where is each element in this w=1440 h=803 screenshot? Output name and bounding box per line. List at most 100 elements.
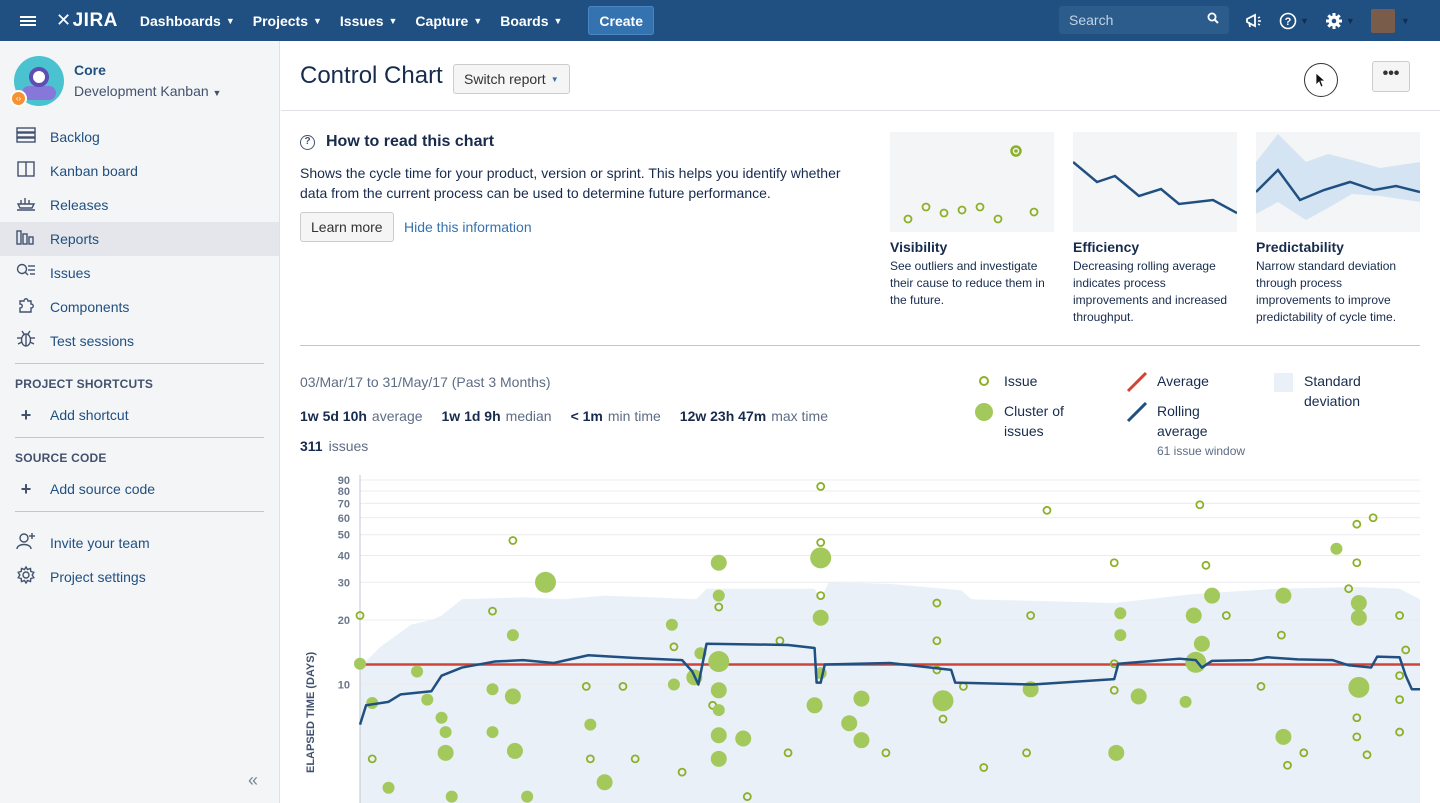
issue-point bbox=[1368, 513, 1378, 523]
sidebar-item-reports[interactable]: Reports bbox=[0, 222, 279, 256]
nav-capture[interactable]: Capture ▼ bbox=[415, 12, 483, 29]
board-icon bbox=[15, 161, 37, 181]
nav-boards[interactable]: Boards ▼ bbox=[500, 12, 563, 29]
cluster-point bbox=[1193, 635, 1210, 652]
cluster-point bbox=[806, 697, 823, 714]
issue-point bbox=[355, 611, 365, 620]
issue-point bbox=[938, 714, 948, 724]
sidebar-item-issues[interactable]: Issues bbox=[0, 256, 279, 290]
cluster-point bbox=[1204, 587, 1221, 604]
sidebar-item-components[interactable]: Components bbox=[0, 290, 279, 324]
cluster-point bbox=[812, 609, 829, 626]
plus-icon: + bbox=[20, 404, 32, 425]
stat-median: 1w 1d 9h median bbox=[441, 408, 552, 424]
cluster-point bbox=[712, 704, 725, 717]
main-content: Control Chart Switch report ▼ ••• ? How to… bbox=[281, 41, 1440, 803]
sidebar-item-test-sessions[interactable]: Test sessions bbox=[0, 324, 279, 358]
plus-icon: + bbox=[20, 478, 32, 499]
cluster-point bbox=[1185, 607, 1202, 624]
cluster-point bbox=[506, 742, 523, 759]
user-profile-menu[interactable]: ▼ bbox=[1370, 8, 1410, 33]
nav-dashboards[interactable]: Dashboards ▼ bbox=[139, 12, 235, 29]
sidebar-item-backlog[interactable]: Backlog bbox=[0, 120, 279, 154]
help-circle-icon: ? bbox=[300, 134, 315, 150]
project-name-link[interactable]: Core bbox=[74, 62, 106, 78]
cluster-point bbox=[1114, 607, 1127, 620]
cluster-point bbox=[354, 657, 366, 670]
switch-report-button[interactable]: Switch report ▼ bbox=[453, 64, 570, 94]
sidebar-item-releases[interactable]: Releases bbox=[0, 188, 279, 222]
issue-point bbox=[367, 754, 377, 764]
y-tick-label: 30 bbox=[338, 577, 350, 589]
issue-point bbox=[488, 606, 497, 616]
hide-information-link[interactable]: Hide this information bbox=[404, 219, 532, 235]
reports-icon bbox=[15, 229, 37, 249]
chevron-down-icon: ▼ bbox=[473, 15, 483, 26]
cluster-point bbox=[1179, 695, 1192, 708]
cluster-point bbox=[810, 547, 832, 569]
issue-point bbox=[1352, 558, 1362, 568]
cluster-point bbox=[853, 732, 870, 749]
predictability-illustration bbox=[1256, 132, 1420, 232]
app-switcher-menu-icon[interactable] bbox=[0, 0, 56, 41]
collapse-sidebar-icon[interactable]: « bbox=[248, 770, 259, 790]
cluster-point bbox=[853, 690, 870, 707]
rolling-average-line bbox=[358, 642, 1420, 725]
add-source-code-link[interactable]: + Add source code bbox=[0, 472, 279, 506]
y-tick-label: 20 bbox=[338, 615, 350, 627]
project-settings-link[interactable]: Project settings bbox=[0, 560, 279, 594]
help-icon[interactable]: ? ▼ bbox=[1279, 12, 1309, 30]
project-avatar[interactable]: ‹› bbox=[10, 56, 64, 107]
issue-point bbox=[932, 636, 942, 646]
cluster-point bbox=[710, 682, 727, 699]
backlog-icon bbox=[15, 127, 37, 147]
learn-more-button[interactable]: Learn more bbox=[300, 212, 394, 242]
jira-logo[interactable]: ✕ JIRA bbox=[56, 9, 118, 31]
issue-point bbox=[1026, 611, 1036, 620]
create-button[interactable]: Create bbox=[588, 6, 654, 35]
y-tick-label: 70 bbox=[338, 498, 350, 510]
sidebar-divider bbox=[15, 363, 264, 364]
source-code-heading: SOURCE CODE bbox=[15, 451, 107, 465]
issue-point bbox=[1352, 732, 1362, 742]
chevron-down-icon: ▼ bbox=[1400, 15, 1410, 26]
board-selector[interactable]: Development Kanban ▼ bbox=[74, 83, 222, 99]
issue-point bbox=[1352, 519, 1362, 529]
more-actions-button[interactable]: ••• bbox=[1372, 61, 1410, 92]
add-shortcut-link[interactable]: + Add shortcut bbox=[0, 398, 279, 432]
issue-point bbox=[1395, 611, 1405, 620]
cluster-point bbox=[1350, 609, 1367, 626]
issues-count: 311 issues bbox=[300, 438, 369, 454]
sidebar-item-kanban-board[interactable]: Kanban board bbox=[0, 154, 279, 188]
cluster-point bbox=[486, 683, 499, 696]
issue-point bbox=[979, 763, 989, 772]
bug-icon bbox=[15, 330, 37, 352]
project-header: ‹› Core Development Kanban ▼ bbox=[10, 56, 222, 107]
issue-point bbox=[677, 767, 687, 777]
issue-point bbox=[816, 482, 826, 491]
feedback-megaphone-icon[interactable] bbox=[1245, 13, 1263, 29]
cluster-point bbox=[708, 651, 730, 673]
cluster-point bbox=[710, 727, 727, 744]
stat-average: 1w 5d 10h average bbox=[300, 408, 423, 424]
cluster-point bbox=[712, 589, 725, 602]
stat-max: 12w 23h 47m max time bbox=[679, 408, 828, 424]
legend-cluster: Cluster of issues bbox=[974, 401, 1084, 441]
summary-stats: 1w 5d 10h average 1w 1d 9h median < 1m min … bbox=[300, 408, 847, 424]
issue-point bbox=[783, 748, 793, 758]
cluster-point bbox=[439, 726, 452, 739]
how-to-read-text: Shows the cycle time for your product, v… bbox=[300, 165, 841, 201]
topbar-right-icons: ? ▼ ▼ ▼ bbox=[1245, 0, 1426, 41]
search-input[interactable]: Search bbox=[1059, 6, 1229, 34]
cluster-point bbox=[411, 665, 424, 678]
visibility-description: See outliers and investigate their cause… bbox=[890, 259, 1045, 307]
settings-gear-icon[interactable]: ▼ bbox=[1325, 12, 1355, 30]
project-shortcuts-heading: PROJECT SHORTCUTS bbox=[15, 377, 154, 391]
legend-issue: Issue bbox=[978, 371, 1037, 391]
gear-icon bbox=[15, 565, 37, 588]
invite-team-link[interactable]: Invite your team bbox=[0, 526, 279, 560]
cluster-point bbox=[735, 730, 752, 747]
nav-projects[interactable]: Projects ▼ bbox=[252, 12, 322, 29]
nav-issues[interactable]: Issues ▼ bbox=[339, 12, 398, 29]
